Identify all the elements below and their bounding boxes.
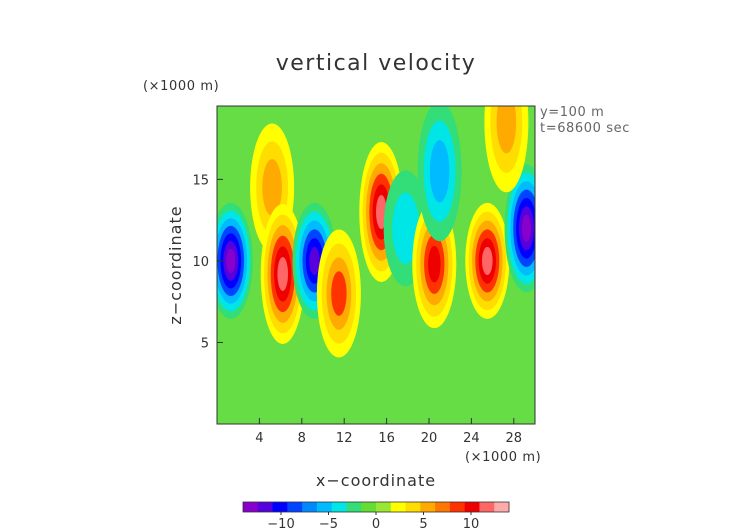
z-unit-label: (×1000 m) xyxy=(143,79,219,94)
z-tick-label: 15 xyxy=(192,173,209,188)
contour-level xyxy=(429,140,450,203)
colorbar xyxy=(242,501,510,513)
colorbar-tick-label: 10 xyxy=(463,517,480,532)
contour-level xyxy=(262,159,282,216)
colorbar-tick-label: −5 xyxy=(319,517,338,532)
x-unit-label: (×1000 m) xyxy=(465,450,541,465)
colorbar-swatch xyxy=(376,502,392,512)
colorbar-swatch xyxy=(287,502,303,512)
x-tick-label: 4 xyxy=(255,431,263,446)
contour-level xyxy=(226,248,236,274)
x-tick-label: 20 xyxy=(421,431,438,446)
colorbar-swatch xyxy=(479,502,495,512)
x-axis-label: x−coordinate xyxy=(316,471,436,490)
colorbar-swatch xyxy=(243,502,259,512)
z-axis-label: z−coordinate xyxy=(166,205,185,324)
x-tick-label: 12 xyxy=(336,431,353,446)
colorbar-swatch xyxy=(390,502,406,512)
colorbar-swatch xyxy=(361,502,377,512)
colorbar-tick-label: 5 xyxy=(419,517,427,532)
chart-title: vertical velocity xyxy=(276,51,477,76)
colorbar-swatch xyxy=(494,502,510,512)
contour-level xyxy=(392,192,420,265)
colorbar-tick-label: −10 xyxy=(267,517,294,532)
colorbar-swatch xyxy=(405,502,421,512)
z-axis-ticks: 5 10 15 xyxy=(192,173,223,351)
colorbar-swatch xyxy=(257,502,273,512)
annotation-y: y=100 m xyxy=(540,105,604,120)
colorbar-swatch xyxy=(464,502,480,512)
x-tick-label: 8 xyxy=(298,431,306,446)
colorbar-swatch xyxy=(272,502,288,512)
x-tick-label: 24 xyxy=(463,431,480,446)
colorbar-swatch xyxy=(435,502,451,512)
colorbar-ticks: −10 −5 0 5 10 xyxy=(267,512,479,532)
plot-frame xyxy=(216,105,536,425)
x-axis-ticks: 4 8 12 16 20 24 28 xyxy=(255,418,522,446)
contour-level xyxy=(331,271,347,316)
colorbar-swatch xyxy=(302,502,318,512)
plot-area xyxy=(217,106,535,424)
colorbar-swatch xyxy=(331,502,347,512)
contour-level xyxy=(482,246,493,276)
colorbar-swatch xyxy=(420,502,436,512)
z-tick-label: 5 xyxy=(201,336,209,351)
contour-level xyxy=(428,245,441,283)
annotation-t: t=68600 sec xyxy=(540,121,630,136)
colorbar-swatch xyxy=(346,502,362,512)
colorbar-tick-label: 0 xyxy=(372,517,380,532)
x-tick-label: 16 xyxy=(378,431,395,446)
colorbar-swatch xyxy=(316,502,333,512)
z-tick-label: 10 xyxy=(192,255,209,270)
contour-level xyxy=(277,256,289,291)
x-tick-label: 28 xyxy=(506,431,523,446)
contour-field xyxy=(217,106,535,358)
colorbar-swatch xyxy=(449,502,466,512)
contour-level xyxy=(309,246,320,276)
contour-level xyxy=(521,214,532,242)
contour-level xyxy=(496,106,517,154)
